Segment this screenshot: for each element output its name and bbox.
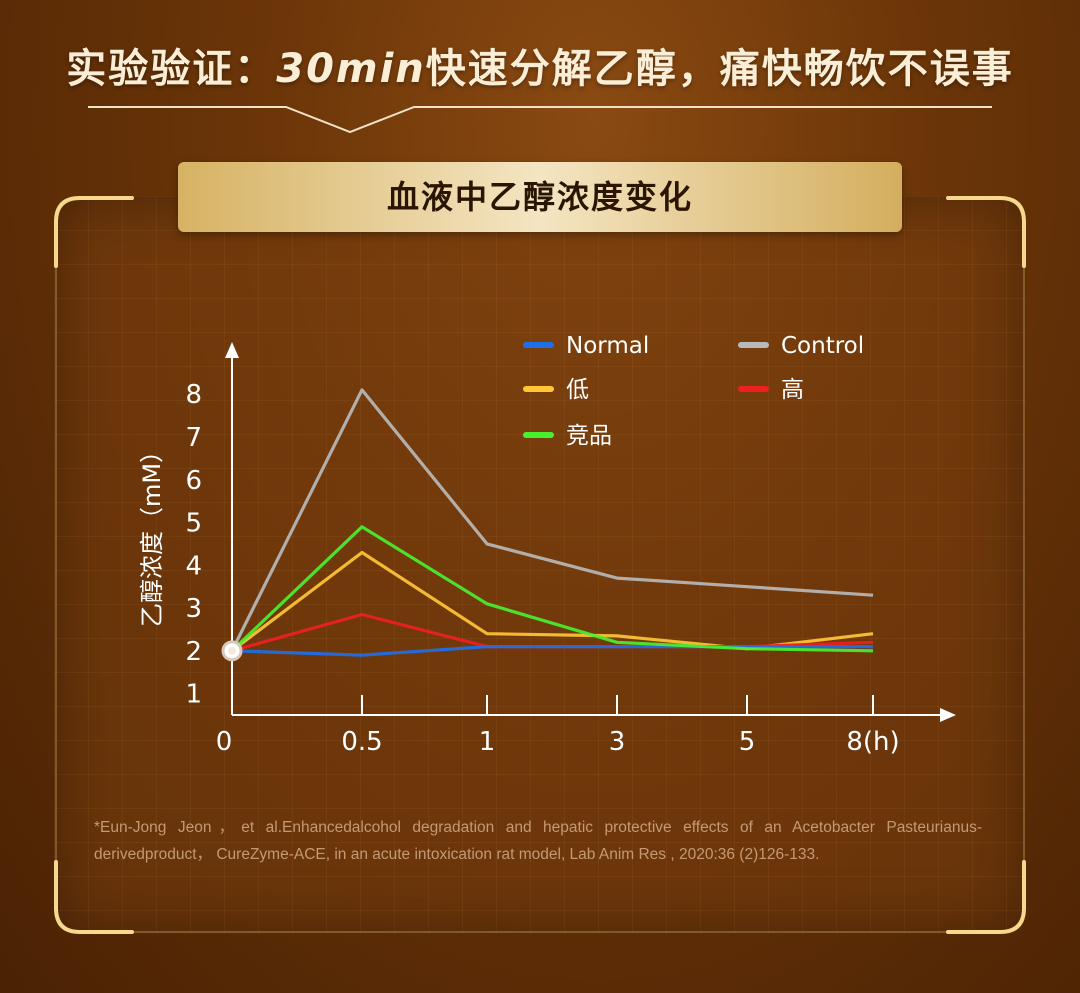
y-tick-label: 8 (185, 380, 202, 410)
y-tick-label: 6 (185, 466, 202, 496)
legend-label-低: 低 (566, 377, 589, 403)
headline-divider (88, 106, 992, 134)
y-axis-arrow (225, 342, 239, 358)
x-tick-label: 5 (739, 727, 756, 757)
y-tick-label: 4 (185, 551, 202, 581)
chart-title: 血液中乙醇浓度变化 (178, 162, 902, 232)
legend-label-竞品: 竞品 (566, 423, 612, 449)
headline-prefix: 实验验证： (66, 46, 277, 92)
y-tick-label: 5 (185, 509, 202, 539)
panel-grid-texture (54, 196, 1026, 934)
legend-swatch-高 (738, 386, 769, 392)
legend-label-高: 高 (781, 377, 804, 403)
x-tick-label: 0 (216, 727, 233, 757)
headline-suffix: 快速分解乙醇，痛快畅饮不误事 (425, 46, 1014, 92)
legend-label-Normal: Normal (566, 333, 649, 359)
y-tick-label: 7 (185, 423, 202, 453)
legend-swatch-Control (738, 342, 769, 348)
series-line-Normal (231, 644, 873, 657)
chart-panel (54, 196, 1026, 934)
origin-marker-core (228, 646, 236, 655)
legend-swatch-低 (523, 386, 554, 392)
page-headline: 实验验证：30min快速分解乙醇，痛快畅饮不误事 (0, 36, 1080, 94)
series-line-低 (231, 550, 874, 653)
y-tick-label: 2 (185, 637, 202, 667)
x-tick-label: 8(h) (846, 727, 899, 757)
y-axis-label: 乙醇浓度（mM） (138, 439, 166, 627)
x-axis-arrow (940, 708, 956, 722)
legend-label-Control: Control (781, 333, 864, 359)
series-line-竞品 (230, 525, 874, 653)
y-tick-label: 3 (185, 594, 202, 624)
y-tick-label: 1 (185, 680, 202, 710)
series-line-Control (230, 388, 874, 652)
citation-footnote: *Eun-Jong Jeon，et al.Enhancedalcohol deg… (94, 819, 982, 863)
x-tick-label: 1 (479, 727, 496, 757)
x-tick-label: 3 (609, 727, 626, 757)
headline-highlight: 30min (276, 46, 426, 92)
legend-swatch-竞品 (523, 432, 554, 438)
legend-swatch-Normal (523, 342, 554, 348)
x-tick-label: 0.5 (341, 727, 382, 757)
